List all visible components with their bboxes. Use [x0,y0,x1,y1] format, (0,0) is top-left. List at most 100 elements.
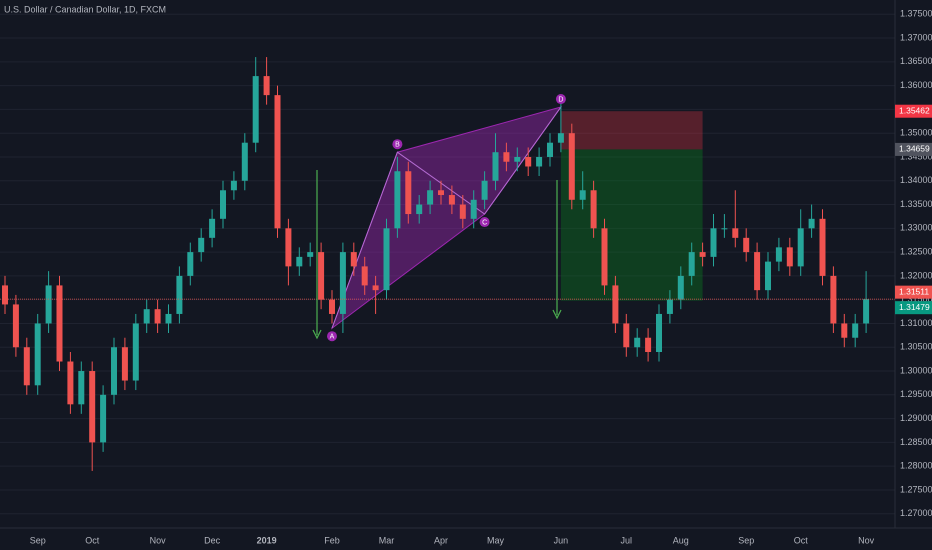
candle-body [56,285,63,362]
candle-body [394,171,401,229]
candle-body [220,190,226,219]
candle-body [448,195,455,205]
candle-body [623,323,630,348]
candle-body [209,218,216,238]
arrow-head [552,309,562,320]
candle-body [743,237,750,253]
y-tick-label: 1.34000 [900,175,932,185]
candle-body [819,218,826,276]
candle-body [601,228,608,286]
candle-body [710,228,717,257]
candle-body [459,204,466,219]
candle-body [274,95,281,229]
candle-body [579,190,586,200]
x-tick-label: Feb [324,535,340,545]
candle-body [525,156,532,167]
candle-body [481,180,488,200]
candle-body [688,252,695,276]
pattern-label: A [330,334,335,341]
candle-body [230,180,237,191]
candle-body [143,309,150,324]
candle-body [78,371,85,405]
candle-body [67,361,74,405]
price-badge [895,285,932,299]
candle-body [852,323,859,338]
y-tick-label: 1.37500 [900,9,932,19]
candle-body [187,252,194,276]
price-badge-label: 1.34659 [899,144,930,154]
candle-body [307,252,314,257]
y-tick-label: 1.36000 [900,80,932,90]
y-tick-label: 1.30500 [900,342,932,352]
candle-body [503,152,510,162]
candle-body [176,275,183,314]
y-tick-label: 1.36500 [900,56,932,66]
y-tick-label: 1.30000 [900,365,932,375]
candle-body [89,371,96,443]
x-tick-label: Mar [379,535,395,545]
candle-body [285,228,292,267]
candle-body [677,275,684,300]
candle-body [45,285,52,324]
x-tick-label: 2019 [257,535,277,545]
candle-body [775,247,782,262]
stop-zone [560,111,703,150]
candle-body [100,394,107,443]
candle-body [165,313,172,324]
x-tick-label: Jul [621,535,633,545]
candle-body [699,252,706,257]
candle-body [318,252,325,300]
candle-body [492,152,499,181]
candle-body [536,156,543,167]
pattern-label: B [395,142,400,149]
y-tick-label: 1.27500 [900,484,932,494]
x-tick-label: Oct [794,535,809,545]
y-tick-label: 1.32500 [900,246,932,256]
target-zone [560,149,703,301]
candle-body [590,190,597,229]
x-tick-label: Oct [85,535,100,545]
y-tick-label: 1.33500 [900,199,932,209]
y-tick-label: 1.34500 [900,151,932,161]
arrow-head [312,329,322,340]
candle-body [111,347,117,395]
x-tick-label: Nov [150,535,167,545]
y-tick-label: 1.32000 [900,270,932,280]
y-tick-label: 1.28000 [900,461,932,471]
candle-body [427,190,434,205]
candle-body [808,218,815,229]
price-badge-label: 1.31479 [899,302,930,312]
x-tick-label: Sep [30,535,46,545]
y-tick-label: 1.29000 [900,413,932,423]
candle-body [263,76,270,96]
candle-body [361,266,368,286]
y-tick-label: 1.35000 [900,128,932,138]
candle-body [568,133,575,200]
candle-body [350,252,357,267]
candle-body [198,237,205,253]
x-tick-label: Dec [204,535,221,545]
candle-body [252,76,259,143]
candle-body [634,337,641,348]
y-tick-label: 1.31000 [900,318,932,328]
candle-body [557,133,564,143]
candle-body [372,285,379,291]
x-tick-label: Jun [554,535,569,545]
x-tick-label: Aug [673,535,689,545]
candle-body [121,347,128,381]
y-tick-label: 1.28500 [900,437,932,447]
candle-body [656,313,662,352]
pattern-point [327,331,337,342]
chart-title: U.S. Dollar / Canadian Dollar, 1D, FXCM [4,4,166,14]
candle-body [841,323,848,338]
candle-body [470,199,477,219]
candle-body [754,252,761,291]
y-tick-label: 1.27000 [900,508,932,518]
candle-body [765,261,771,291]
y-tick-label: 1.31500 [900,294,932,304]
candle-body [732,228,739,238]
candle-body [863,299,870,324]
candle-body [612,285,619,324]
